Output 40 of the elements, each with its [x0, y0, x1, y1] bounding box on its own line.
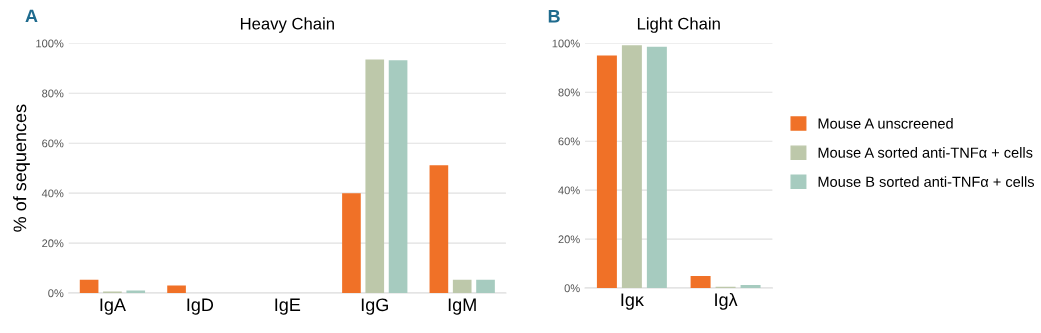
bar: [388, 60, 408, 294]
bar: [365, 59, 385, 294]
bar: [452, 279, 472, 294]
y-tick-label: 60%: [42, 139, 64, 148]
y-tick-label: 60%: [558, 137, 580, 146]
bar: [596, 55, 617, 289]
x-tick-label: IgD: [187, 298, 214, 315]
x-tick-label: Igκ: [621, 293, 644, 310]
y-tick-label: 40%: [41, 189, 64, 198]
y-tick-label: 0%: [564, 284, 580, 293]
text: B: [548, 9, 560, 23]
x-tick-label: IgM: [448, 298, 476, 315]
y-tick-label: 20%: [42, 239, 64, 248]
bar: [342, 193, 361, 294]
y-tick-label: 100%: [552, 39, 580, 48]
y-tick-label: 80%: [42, 89, 64, 98]
legend-label: Mouse B sorted anti-TNFα + cells: [818, 176, 1035, 187]
chart-title: Heavy Chain: [240, 17, 334, 33]
bar: [740, 285, 761, 289]
bar: [167, 285, 186, 294]
text: A: [25, 9, 38, 23]
legend-label: Mouse A unscreened: [818, 117, 953, 129]
y-tick-label: 100%: [36, 39, 64, 48]
y-axis-title: % of sequences: [13, 104, 30, 232]
bar: [690, 276, 711, 289]
bar: [79, 279, 99, 294]
bar: [646, 46, 667, 289]
x-tick-label: IgG: [361, 298, 388, 315]
bar: [621, 45, 642, 289]
y-tick-label: 20%: [558, 235, 580, 244]
chart-title: Light Chain: [637, 17, 720, 33]
bar: [429, 165, 449, 294]
x-tick-label: IgE: [275, 298, 301, 315]
bar: [476, 279, 495, 294]
x-tick-label: IgA: [100, 298, 126, 315]
y-tick-label: 80%: [558, 88, 580, 97]
legend-label: Mouse A sorted anti-TNFα + cells: [818, 147, 1033, 158]
x-tick-label: Igλ: [715, 292, 738, 310]
y-tick-label: 0%: [48, 289, 64, 298]
y-tick-label: 40%: [558, 186, 580, 195]
